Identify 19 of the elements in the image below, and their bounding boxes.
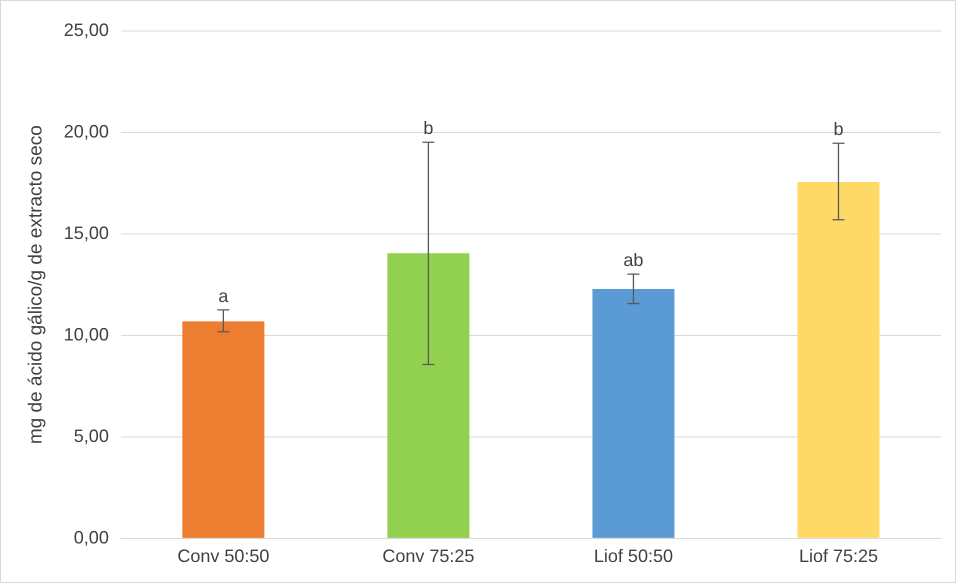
x-tick-label: Conv 75:25 [382,546,474,566]
annotation: a [218,286,230,306]
y-axis-title: mg de ácido gálico/g de extracto seco [26,125,47,444]
bar [182,321,264,538]
x-tick-label: Conv 50:50 [177,546,270,566]
annotation: b [423,118,434,138]
bar [592,288,674,538]
bar [387,253,470,538]
y-tick-label: 10,00 [64,324,109,344]
y-tick-label: 25,00 [64,20,109,40]
annotation: b [833,119,844,140]
x-tick-label: Liof 50:50 [594,546,673,566]
y-tick-label: 15,00 [64,222,109,243]
y-tick-label: 0,00 [74,527,109,548]
annotation: ab [623,250,644,270]
bar [797,182,880,538]
y-tick-label: 20,00 [64,121,109,142]
x-tick-label: Liof 75:25 [798,546,878,566]
y-tick-label: 5,00 [74,426,109,446]
